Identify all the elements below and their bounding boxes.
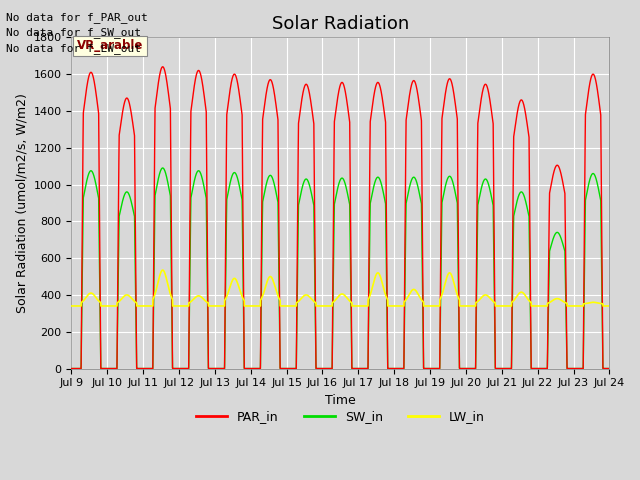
Text: No data for f_LW_out: No data for f_LW_out [6,43,141,54]
Text: VR_arable: VR_arable [77,39,143,52]
Legend: PAR_in, SW_in, LW_in: PAR_in, SW_in, LW_in [191,406,490,429]
X-axis label: Time: Time [325,394,356,407]
Text: No data for f_PAR_out: No data for f_PAR_out [6,12,148,23]
Title: Solar Radiation: Solar Radiation [272,15,409,33]
Text: No data for f_SW_out: No data for f_SW_out [6,27,141,38]
Y-axis label: Solar Radiation (umol/m2/s, W/m2): Solar Radiation (umol/m2/s, W/m2) [15,93,28,313]
